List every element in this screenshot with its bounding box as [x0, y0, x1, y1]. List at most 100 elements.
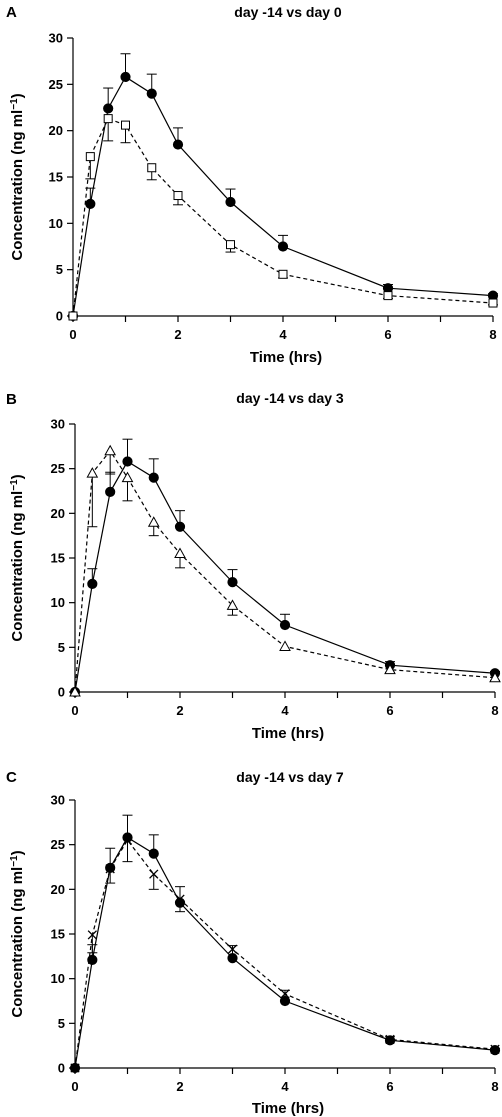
data-point-cross-2 [105, 864, 115, 874]
data-point-open-triangle-5 [174, 547, 186, 559]
y-axis-title-sup: −1 [9, 98, 20, 110]
y-tick-label: 25 [51, 461, 65, 476]
y-tick-label: 30 [49, 31, 63, 46]
x-tick-label: 2 [176, 703, 183, 718]
y-axis-title-main: Concentration (ng ml [9, 867, 26, 1018]
data-point-open-square-6 [226, 240, 235, 250]
series-line-open-triangle [74, 449, 496, 693]
x-tick-label: 2 [176, 1079, 183, 1094]
series-open-triangle [69, 444, 501, 697]
y-axis-title-close: ) [9, 474, 26, 479]
x-tick-label: 4 [279, 327, 287, 342]
series-filled-circle [69, 814, 501, 1074]
y-tick-label: 20 [51, 882, 65, 897]
data-point-cross-8 [385, 1034, 395, 1045]
data-point-filled-circle-3 [122, 456, 133, 467]
y-axis-title: Concentration (ng ml−1) [9, 93, 27, 260]
panel-letter: B [6, 391, 17, 408]
data-point-cross-1 [87, 930, 97, 940]
x-tick-label: 8 [491, 703, 498, 718]
data-point-filled-circle-1 [85, 198, 96, 209]
y-tick-label: 0 [58, 1061, 65, 1076]
data-point-open-triangle-6 [226, 599, 239, 610]
y-axis-title-close: ) [9, 93, 26, 98]
data-point-cross-7 [280, 989, 290, 999]
panel-letter: C [6, 769, 17, 786]
data-point-filled-circle-6 [227, 577, 238, 588]
data-point-open-triangle-8 [384, 663, 396, 675]
x-tick-label: 0 [69, 327, 76, 342]
data-point-cross-3 [122, 835, 133, 845]
series-cross [70, 835, 500, 1073]
y-tick-label: 15 [51, 551, 65, 566]
data-point-open-triangle-1 [86, 467, 99, 478]
y-tick-label: 5 [56, 262, 63, 277]
data-point-open-triangle-4 [147, 516, 160, 527]
data-point-open-square-8 [383, 291, 393, 301]
data-point-filled-circle-7 [279, 619, 291, 631]
data-point-open-triangle-9 [489, 671, 501, 683]
series-line-open-square [72, 117, 494, 317]
data-point-filled-circle-7 [277, 241, 289, 252]
data-point-cross-0 [70, 1063, 80, 1073]
data-point-filled-circle-2 [105, 486, 116, 497]
data-point-cross-5 [175, 894, 185, 904]
data-point-filled-circle-1 [87, 954, 98, 966]
y-tick-label: 25 [49, 77, 63, 92]
x-tick-label: 6 [384, 327, 391, 342]
data-point-filled-circle-4 [146, 88, 157, 99]
y-tick-label: 20 [49, 123, 63, 138]
data-point-open-square-7 [278, 269, 288, 279]
y-tick-label: 5 [58, 1016, 65, 1031]
y-tick-label: 15 [49, 170, 63, 185]
y-axis-title-sup: −1 [9, 479, 20, 491]
series-filled-circle [69, 438, 501, 698]
x-tick-label: 8 [491, 1079, 498, 1094]
x-axis-title: Time (hrs) [252, 725, 324, 742]
data-point-open-triangle-3 [121, 471, 134, 483]
data-point-filled-circle-4 [148, 848, 159, 859]
data-point-open-square-9 [488, 298, 498, 308]
data-point-filled-circle-5 [172, 139, 184, 150]
y-axis-title-main: Concentration (ng ml [9, 491, 26, 642]
y-tick-label: 30 [51, 417, 65, 432]
data-point-filled-circle-5 [174, 521, 186, 532]
y-tick-label: 25 [51, 837, 65, 852]
data-point-open-square-3 [121, 120, 130, 130]
data-point-open-square-2 [103, 114, 113, 124]
y-tick-label: 15 [51, 927, 65, 942]
y-tick-label: 0 [56, 309, 63, 324]
x-axis-title: Time (hrs) [250, 349, 322, 366]
data-point-open-square-4 [147, 163, 157, 173]
y-tick-label: 10 [51, 595, 65, 610]
series-line-filled-circle [74, 836, 496, 1069]
x-tick-label: 6 [386, 1079, 393, 1094]
y-axis-title-sup: −1 [9, 855, 20, 867]
data-point-filled-circle-3 [120, 71, 131, 83]
series-line-filled-circle [72, 76, 494, 317]
x-tick-label: 8 [489, 327, 496, 342]
data-point-filled-circle-1 [87, 578, 98, 590]
x-axis-title: Time (hrs) [252, 1100, 324, 1117]
data-point-open-triangle-0 [69, 685, 81, 697]
x-tick-label: 2 [174, 327, 181, 342]
x-tick-label: 6 [386, 703, 393, 718]
chart-title: day -14 vs day 7 [236, 769, 344, 785]
data-point-cross-6 [227, 944, 238, 954]
x-tick-label: 4 [281, 703, 289, 718]
y-tick-label: 10 [51, 971, 65, 986]
y-axis-title-main: Concentration (ng ml [9, 110, 26, 261]
data-point-filled-circle-4 [148, 472, 159, 483]
data-point-filled-circle-6 [225, 196, 236, 208]
series-line-filled-circle [74, 460, 496, 693]
data-point-open-square-1 [85, 152, 95, 162]
data-point-open-triangle-7 [279, 640, 291, 651]
y-tick-label: 0 [58, 685, 65, 700]
y-axis-title: Concentration (ng ml−1) [9, 850, 27, 1017]
data-point-open-square-0 [68, 311, 78, 321]
panel-letter: A [6, 4, 17, 21]
series-filled-circle [67, 53, 499, 322]
